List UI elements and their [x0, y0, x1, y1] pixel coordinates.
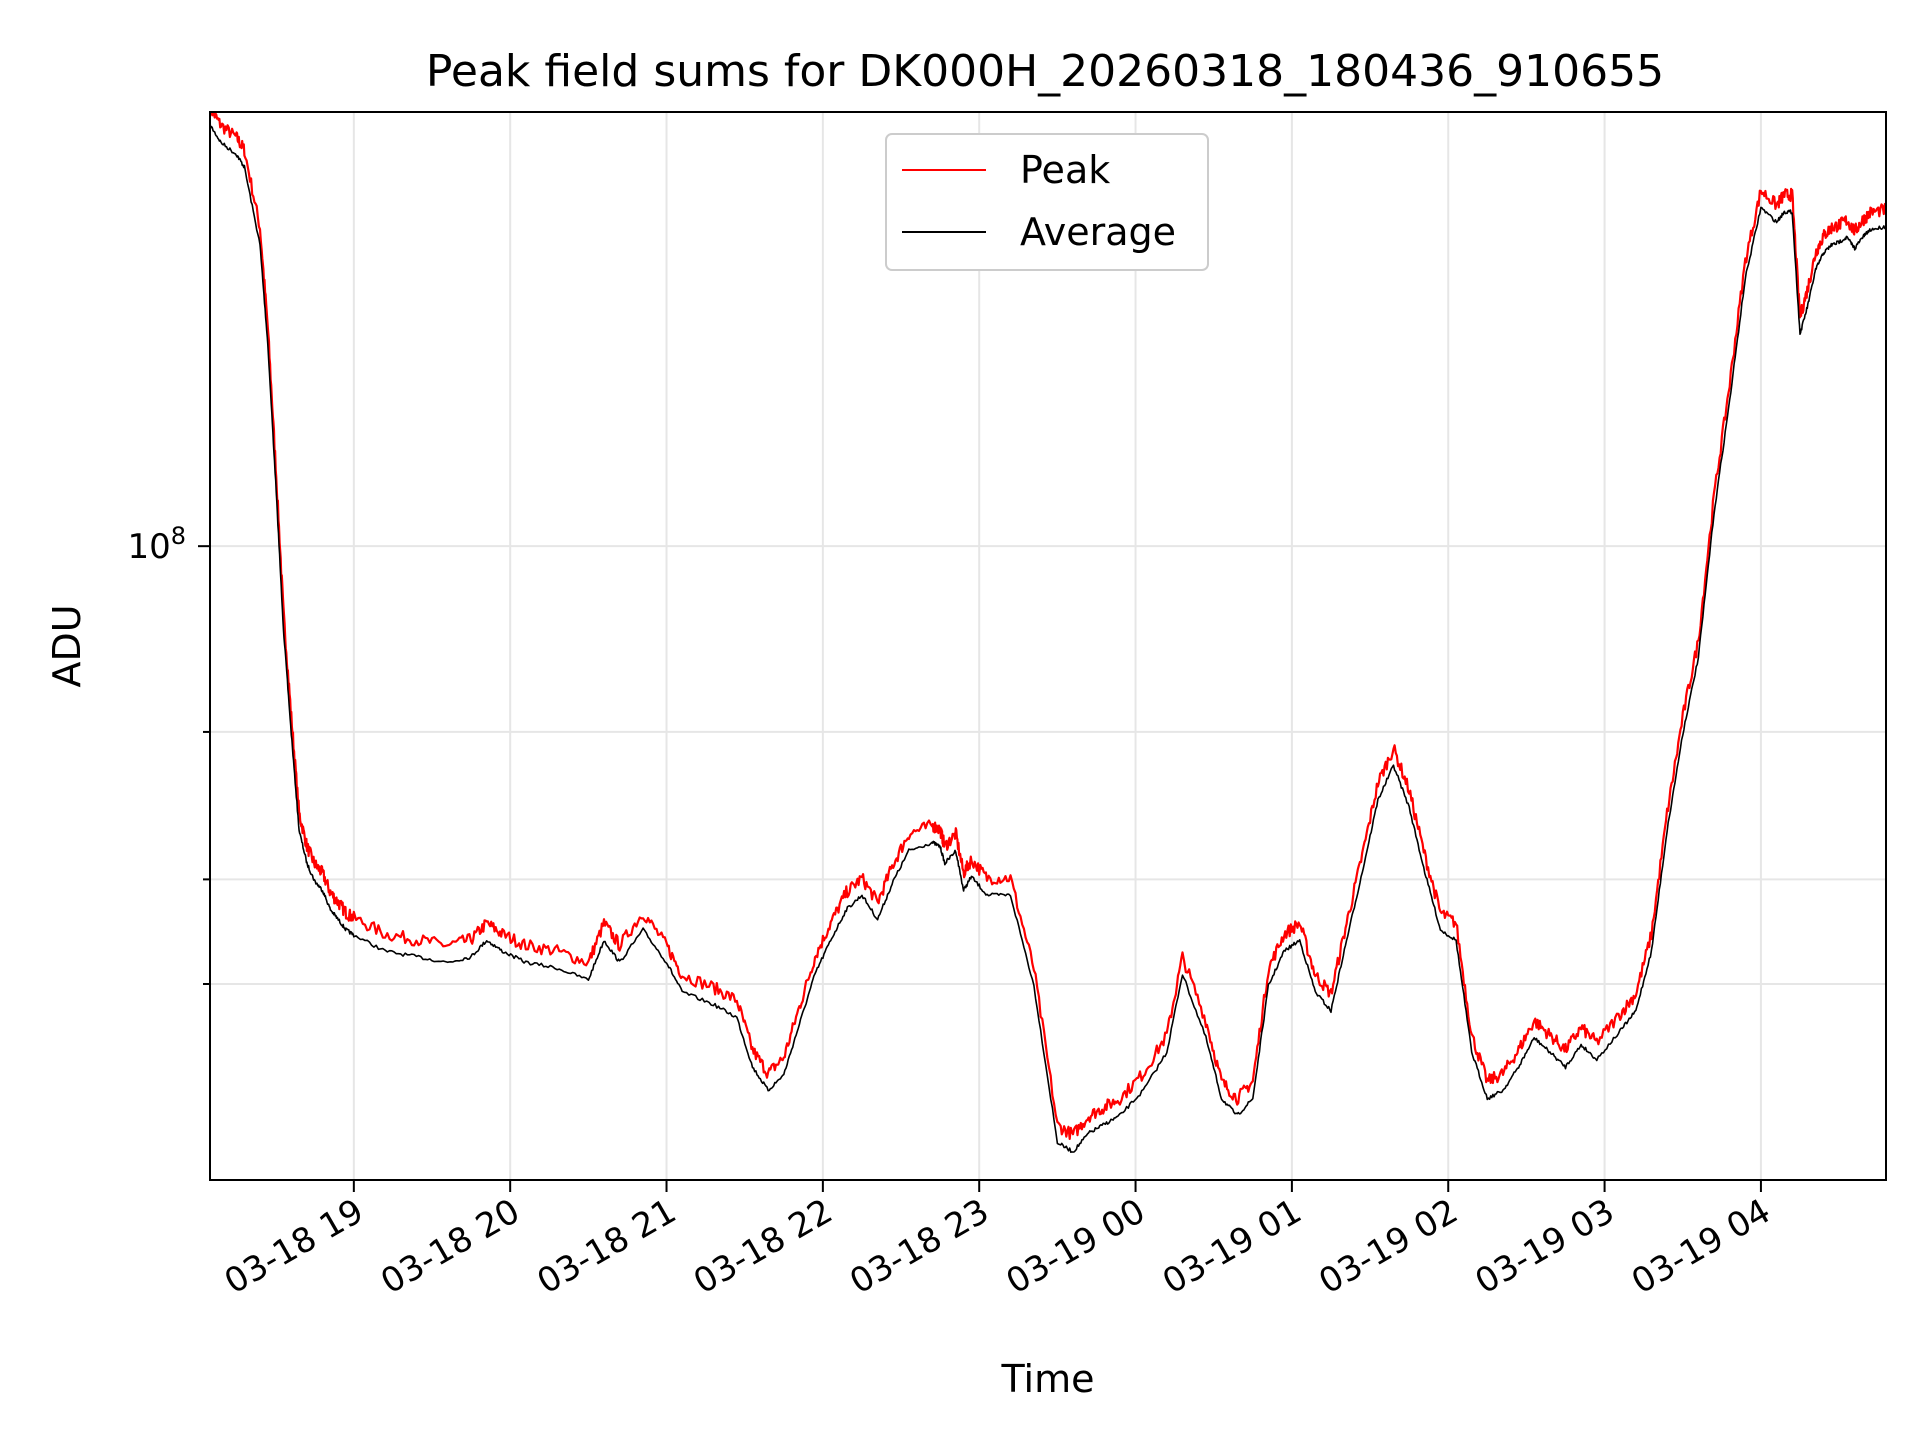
legend-label-average: Average [1020, 210, 1176, 254]
legend: Peak Average [885, 133, 1209, 271]
plot-frame [209, 111, 1887, 1181]
grid [210, 112, 1886, 1180]
series-line-average [210, 123, 1886, 1153]
x-axis-label: Time [1001, 1357, 1095, 1401]
legend-box [885, 133, 1209, 271]
legend-label-peak: Peak [1020, 148, 1110, 192]
y-axis-label: ADU [45, 604, 89, 687]
chart-title: Peak field sums for DK000H_20260318_1804… [426, 46, 1664, 97]
series-line-peak [210, 112, 1886, 1140]
series-layer [210, 112, 1886, 1153]
